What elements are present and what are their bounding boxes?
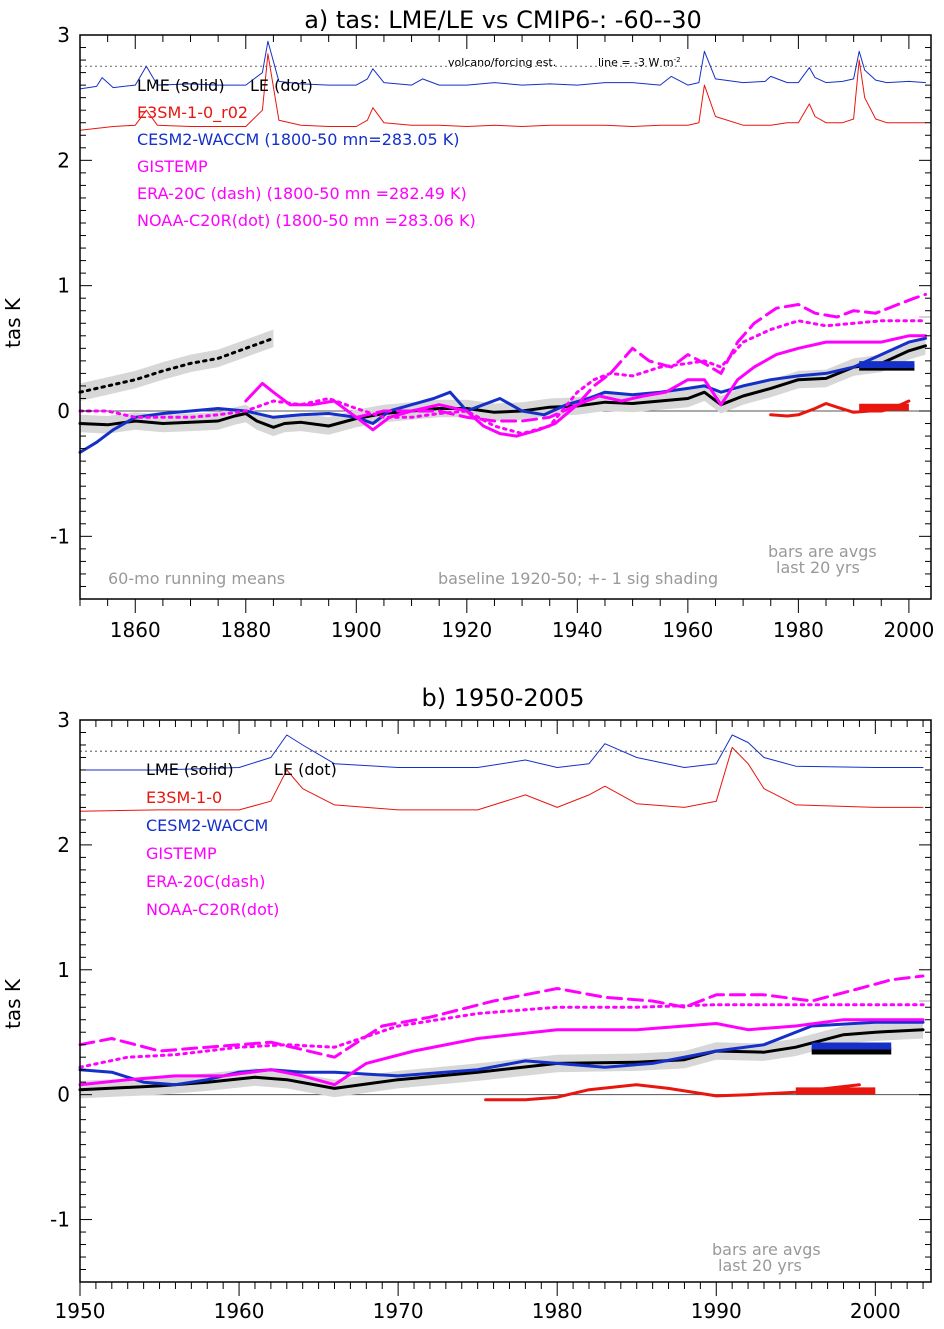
series-line (78, 974, 925, 1059)
line-label-text: line = -3 W m (598, 56, 674, 69)
x-tick-label: 1960 (662, 618, 713, 642)
series-line (354, 292, 927, 423)
series-line (78, 1020, 925, 1087)
y-tick-label: 1 (57, 274, 70, 298)
line-label-sup: -2 (674, 56, 681, 64)
legend-entry: NOAA-C20R(dot) (146, 900, 279, 919)
panel-a-title: a) tas: LME/LE vs CMIP6-: -60--30 (304, 6, 702, 34)
series-line (79, 734, 924, 771)
series-line (78, 344, 927, 429)
x-tick-label: 1990 (691, 1299, 742, 1323)
series-line (244, 334, 927, 438)
series-line (78, 1018, 925, 1087)
legend-entry: E3SM-1-0_r02 (137, 103, 248, 123)
running-mean-note: 60-mo running means (108, 569, 285, 588)
y-tick-label: 3 (57, 23, 70, 47)
x-tick-label: 1900 (331, 618, 382, 642)
legend-entry: LE (dot) (274, 760, 337, 779)
legend-entry: E3SM-1-0 (146, 788, 222, 807)
series-line (79, 53, 926, 131)
y-tick-label: 0 (57, 399, 70, 423)
legend-entry: NOAA-C20R(dot) (1800-50 mn =283.06 K) (137, 211, 476, 230)
plot-frame (79, 719, 932, 1283)
series-line (79, 747, 924, 812)
y-tick-label: 2 (57, 148, 70, 172)
x-tick-label: 1880 (220, 618, 271, 642)
panel-a-ylabel: tas K (1, 297, 25, 348)
sigma-shading (80, 329, 274, 401)
x-tick-label: 1920 (441, 618, 492, 642)
series-line (78, 336, 927, 454)
legend-entry: LE (dot) (250, 76, 313, 95)
series-line (78, 336, 275, 394)
line-label: line = -3 W m-2 (598, 56, 681, 69)
legend-entry: LME (solid) (146, 760, 234, 779)
x-tick-label: 1950 (55, 1299, 106, 1323)
plot-frame (79, 34, 932, 600)
legend-entry: LME (solid) (137, 76, 225, 95)
x-tick-label: 1960 (214, 1299, 265, 1323)
x-tick-label: 1970 (373, 1299, 424, 1323)
panel-b-ylabel: tas K (1, 978, 25, 1029)
x-tick-label: 1940 (552, 618, 603, 642)
series-line (78, 319, 927, 436)
legend-entry: ERA-20C(dash) (146, 872, 265, 891)
bars-note-1: bars are avgs (768, 542, 877, 561)
legend-entry: CESM2-WACCM (1800-50 mn=283.05 K) (137, 130, 460, 149)
y-tick-label: -1 (50, 524, 70, 548)
sigma-shading (80, 337, 926, 437)
legend-entry: GISTEMP (146, 844, 217, 863)
series-line (78, 1003, 925, 1069)
legend-entry: ERA-20C (dash) (1800-50 mn =282.49 K) (137, 184, 467, 203)
x-tick-label: 2000 (850, 1299, 901, 1323)
x-tick-label: 1980 (532, 1299, 583, 1323)
bars-note-1: bars are avgs (712, 1240, 821, 1259)
y-tick-label: 3 (57, 708, 70, 732)
y-tick-label: 1 (57, 958, 70, 982)
x-tick-label: 1860 (110, 618, 161, 642)
legend-entry: GISTEMP (137, 157, 208, 176)
panel-b: b) 1950-2005 tas K -1 0 1 2 3 1950 1960 1970 198… (1, 684, 932, 1323)
volcano-label: volcano/forcing est. (448, 56, 556, 69)
series-line (79, 40, 926, 90)
y-tick-label: 2 (57, 833, 70, 857)
legend-entry: CESM2-WACCM (146, 816, 268, 835)
y-tick-label: -1 (50, 1208, 70, 1232)
baseline-note: baseline 1920-50; +- 1 sig shading (438, 569, 718, 588)
bars-note-2: last 20 yrs (718, 1256, 802, 1275)
x-tick-label: 2000 (883, 618, 934, 642)
panel-b-title: b) 1950-2005 (421, 684, 584, 712)
panel-a: a) tas: LME/LE vs CMIP6-: -60--30 tas K … (1, 6, 934, 642)
bars-note-2: last 20 yrs (776, 558, 860, 577)
x-tick-label: 1980 (773, 618, 824, 642)
y-tick-label: 0 (57, 1083, 70, 1107)
